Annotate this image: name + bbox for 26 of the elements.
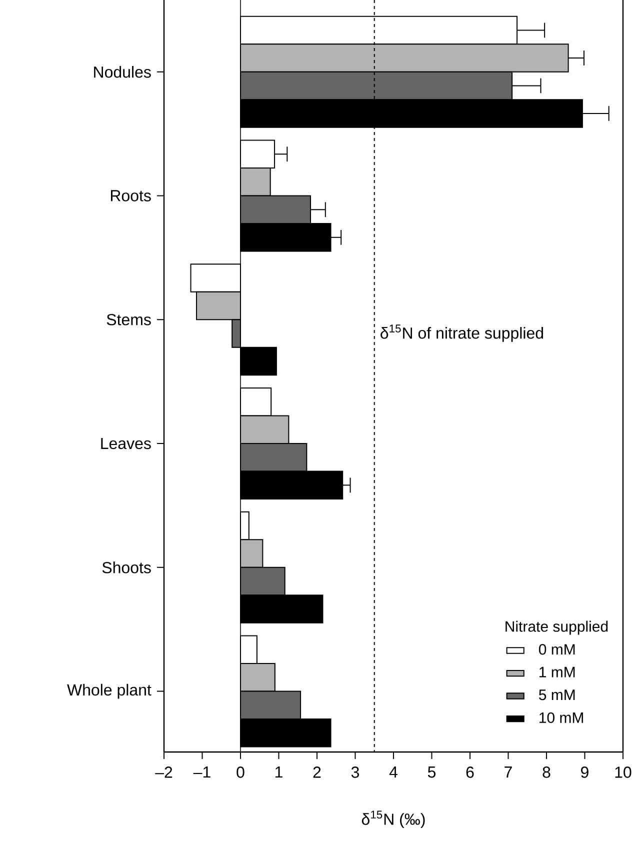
y-tick-label: Whole plant <box>67 684 152 699</box>
x-tick-label: 1 <box>276 766 282 778</box>
x-tick-label: 9 <box>581 766 588 778</box>
x-tick-label: 2 <box>313 766 321 778</box>
ref-line-label: δ$^{15}$N of nitrate supplied <box>380 324 544 342</box>
legend-label: 1 mM <box>540 666 575 678</box>
x-tick-label: 10 <box>615 766 632 778</box>
x-tick-label: –2 <box>155 766 172 778</box>
x-tick-label: –1 <box>193 766 210 778</box>
y-tick-label: Shoots <box>102 562 151 574</box>
y-tick-label: Leaves <box>101 438 151 450</box>
x-axis-title: δ$^{15}$N (‰) <box>362 810 425 828</box>
legend-label: 10 mM <box>540 712 583 723</box>
legend-title: Nitrate supplied <box>506 620 608 635</box>
x-tick-label: 5 <box>428 766 436 778</box>
x-tick-label: 3 <box>351 766 359 778</box>
x-tick-label: 6 <box>466 766 474 778</box>
x-tick-label: 0 <box>236 766 244 778</box>
y-tick-label: Stems <box>106 314 151 326</box>
x-tick-label: 7 <box>504 766 512 778</box>
y-tick-label: Roots <box>110 190 151 202</box>
legend-label: 5 mM <box>538 690 575 700</box>
x-tick-label: 8 <box>542 766 550 778</box>
x-tick-label: 4 <box>389 766 398 778</box>
y-tick-label: Nodules <box>94 66 151 78</box>
legend-label: 0 mM <box>538 644 575 655</box>
